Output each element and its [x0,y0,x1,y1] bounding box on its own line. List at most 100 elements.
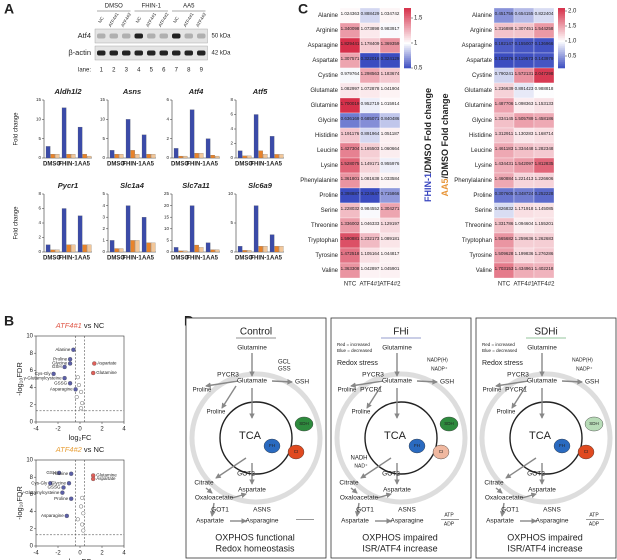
row-label: Threonine [311,223,339,229]
bar [237,150,243,159]
y-axis-label: -log₁₀FDR [15,362,24,396]
y-tick-label: 6 [166,97,169,102]
point-label: Glutamine [96,370,117,375]
cell-label: 0.324129 [381,56,400,61]
bar [82,154,87,159]
point [75,517,80,522]
size-label: 50 kDa [212,34,232,40]
colorbar-step [558,8,565,11]
row-label: Phenylalanine [454,178,492,184]
treatment-label: AA5 [183,4,195,10]
bar [151,242,156,253]
colorbar-step [404,26,411,29]
point [91,476,96,482]
x-tick-label: DMSO [107,256,125,262]
y-tick-label: 5 [166,238,169,243]
diagram-label: GSH [295,379,309,386]
bar [125,119,131,159]
lane-label: NC [172,15,180,24]
cell-label: 1.051187 [381,131,400,136]
x-tick-label: DMSO [43,162,61,168]
diagram-label: GOT2 [382,471,400,478]
colorbar-step [404,34,411,37]
lane-label: ATF4#2 [120,11,132,28]
cell-label: 1.331786 [495,221,514,226]
point-label: Cys-Gly [35,371,52,376]
x-tick-label: FHIN-1 [58,162,78,168]
diagram-label: NADP⁺ [431,366,448,372]
cell-label: 1.042897 [361,266,380,271]
cell-label: 0.891423 [515,86,534,91]
diagram-label: Proline [352,410,371,416]
diagram-label: Glutamine [237,345,267,352]
plot-title: ATF4#1 vs NC [55,321,105,330]
row-label: Asparagine [308,43,339,49]
row-label: Valine [476,268,493,274]
y-tick-label: 2 [230,141,233,146]
x-tick-label: DMSO [171,162,189,168]
cell [379,262,401,279]
bar [50,154,55,159]
cell-label: 1.236639 [495,86,514,91]
diagram-label: ISR/ATF4 increase [507,543,582,553]
cell-label: 1.105164 [361,251,380,256]
pathway-arrow [350,380,384,389]
diagram-label: PYCR1 [360,387,382,394]
y-tick-label: 0 [38,155,41,160]
cell-label: 1.487706 [495,101,514,106]
cell-label: 1.130283 [515,131,534,136]
row-label: Tryptophan [308,238,338,244]
band [159,50,168,56]
x-tick-label: FHIN-1 [186,256,206,262]
pathway-arrow [511,385,527,409]
colorbar-step [404,40,411,43]
pathway-arrow [221,385,237,409]
bar [55,154,60,159]
colorbar-step [404,54,411,57]
diagram-label: Asparagine [246,518,279,525]
diagram-label: Glutamate [527,378,557,385]
colorbar-step [558,18,565,21]
cell-label: 1.072878 [361,86,380,91]
cell-label: 0.398887 [341,191,360,196]
bar [114,248,119,253]
chart-title: Aldh1l2 [53,87,82,96]
colorbar-step [404,20,411,23]
bar [205,242,211,253]
lane-number: 2 [112,68,116,74]
lane-number: 7 [175,68,179,74]
colorbar-step [404,52,411,55]
diagram-label: Blue = decreased [482,348,518,353]
cell-label: 1.402218 [535,266,554,271]
complex [553,438,571,454]
cell [533,262,555,279]
plot-title: ATF4#2 vs NC [55,445,105,454]
x-tick-label: AA5 [270,162,283,168]
y-tick-label: 5 [230,220,233,225]
cell-label: 0.955976 [381,161,400,166]
cell-label: 0.636169 [341,116,360,121]
row-label: Valine [322,268,339,274]
bar [274,246,279,253]
cell-label: 1.282348 [535,146,554,151]
band [122,33,131,39]
band-label: Atf4 [78,31,91,40]
colorbar-step [558,34,565,37]
band-label: β-actin [68,48,91,57]
pathway-arrow [499,502,506,517]
y-tick-label: 10 [100,117,106,122]
diagram-label: NADP⁺ [576,366,593,372]
point [79,406,84,411]
cell-label: 1.153133 [535,101,554,106]
label-rest: /DMSO Fold change [423,88,433,173]
y-tick-label: 10 [164,226,170,231]
colorbar-label: 0.5 [568,54,577,60]
diagram-label: Oxaloacetate [485,495,524,502]
cell-label: 1.363308 [341,266,360,271]
pathway-arrow [231,492,247,499]
point-label: Glutamine [96,473,117,478]
diagram-label: FH [269,443,275,448]
